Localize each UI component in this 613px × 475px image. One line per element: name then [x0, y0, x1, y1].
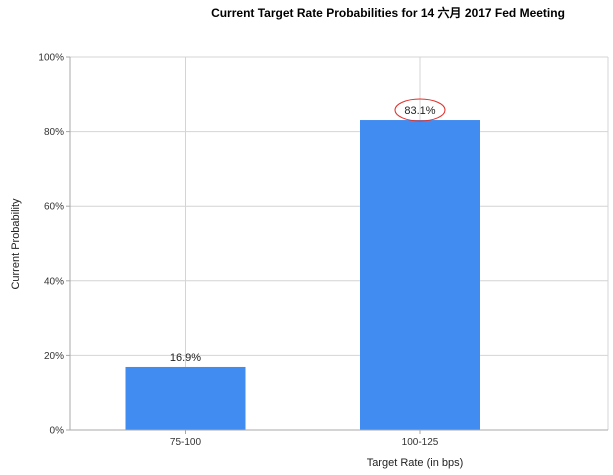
bars — [125, 120, 480, 431]
data-label-75-100: 16.9% — [170, 352, 201, 364]
y-tick-label: 20% — [44, 351, 64, 362]
y-tick-label: 40% — [44, 276, 64, 287]
grid-lines — [70, 56, 609, 430]
y-tick-label: 80% — [44, 127, 64, 138]
bar-100-125 — [360, 120, 480, 431]
y-tick-label: 100% — [38, 53, 64, 64]
y-tick-label: 0% — [50, 426, 65, 437]
y-tick-label: 60% — [44, 202, 64, 213]
data-label-100-125: 83.1% — [404, 105, 435, 117]
data-labels: 16.9% 83.1% — [170, 98, 446, 364]
x-axis-label: Target Rate (in bps) — [367, 457, 464, 469]
highlight-ellipse — [394, 98, 446, 122]
x-tick-label: 75-100 — [170, 437, 202, 448]
x-tick-label: 100-125 — [402, 437, 439, 448]
y-axis-label: Current Probability — [10, 198, 22, 290]
x-axis-ticks: 75-100 100-125 — [170, 430, 439, 448]
bar-75-100 — [125, 366, 246, 430]
y-axis-ticks: 0% 20% 40% 60% 80% 100% — [38, 53, 70, 437]
chart-title: Current Target Rate Probabilities for 14… — [211, 5, 565, 20]
